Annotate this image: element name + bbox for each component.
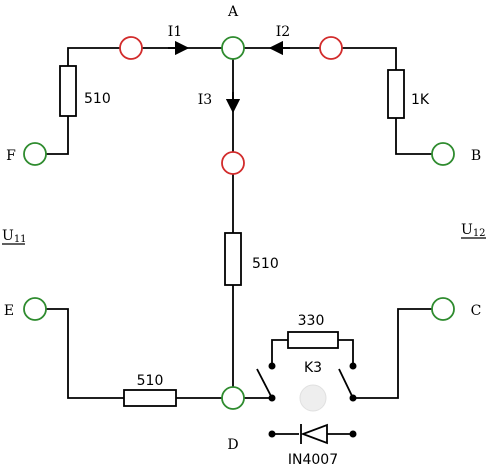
label-switch-k3: K3	[304, 360, 322, 376]
terminal-a[interactable]	[221, 36, 245, 60]
resistors	[59, 65, 405, 407]
wire-e-down	[46, 308, 124, 399]
label-node-f: F	[6, 148, 16, 164]
terminal-f[interactable]	[23, 142, 47, 166]
switch-button[interactable]	[299, 384, 327, 412]
dot-switch-right-top	[349, 362, 357, 370]
resistor-bottom	[123, 389, 177, 407]
label-node-d: D	[227, 437, 238, 453]
wire-330-right	[338, 339, 354, 366]
diode-triangle	[300, 423, 328, 445]
label-node-e: E	[4, 303, 14, 319]
dot-switch-left-top	[268, 362, 276, 370]
probe-i2[interactable]	[319, 36, 343, 60]
diode-icon	[300, 423, 328, 445]
label-u12-base: U	[461, 222, 473, 238]
resistor-center	[224, 232, 242, 286]
label-u12: U12	[461, 222, 486, 239]
probes	[119, 36, 343, 175]
resistor-right-top	[387, 69, 405, 119]
switch-blade-left	[256, 368, 273, 399]
label-r-left-top: 510	[84, 91, 111, 107]
wires	[46, 47, 432, 435]
wire-right-top	[342, 47, 397, 70]
resistor-left-top	[59, 65, 77, 117]
terminal-e[interactable]	[23, 297, 47, 321]
resistor-330	[287, 331, 339, 349]
label-node-a: A	[227, 4, 239, 20]
terminal-b[interactable]	[431, 142, 455, 166]
label-i2: I2	[276, 24, 290, 40]
label-node-b: B	[471, 148, 481, 164]
label-r-center: 510	[252, 256, 279, 272]
switch-k3	[256, 368, 354, 399]
dot-switch-right-bottom	[349, 394, 357, 402]
label-r-right-top: 1K	[411, 92, 430, 108]
junction-dots	[268, 362, 357, 438]
label-r-330: 330	[298, 313, 325, 329]
wire-left-top-up	[67, 47, 120, 66]
dot-switch-left-bottom	[268, 394, 276, 402]
probe-i3[interactable]	[221, 151, 245, 175]
label-i3: I3	[198, 92, 212, 108]
label-u11: U11	[2, 228, 27, 245]
dot-diode-left	[268, 430, 276, 438]
wire-1k-to-b	[395, 118, 432, 155]
label-node-c: C	[471, 303, 482, 319]
terminal-d[interactable]	[221, 386, 245, 410]
label-u11-sub: 11	[14, 234, 27, 245]
label-i1: I1	[168, 24, 182, 40]
label-diode: IN4007	[288, 452, 338, 468]
terminal-c[interactable]	[431, 297, 455, 321]
probe-i1[interactable]	[119, 36, 143, 60]
terminals	[23, 36, 455, 410]
wire-330-left	[271, 339, 288, 366]
wire-switch-to-c	[353, 308, 432, 399]
dot-diode-right	[349, 430, 357, 438]
label-u12-sub: 12	[473, 228, 486, 239]
current-arrows	[168, 40, 290, 114]
label-u11-base: U	[2, 228, 14, 244]
wire-f-left-top	[46, 116, 69, 155]
label-r-bottom: 510	[137, 373, 164, 389]
switch-blade-right	[338, 368, 354, 399]
